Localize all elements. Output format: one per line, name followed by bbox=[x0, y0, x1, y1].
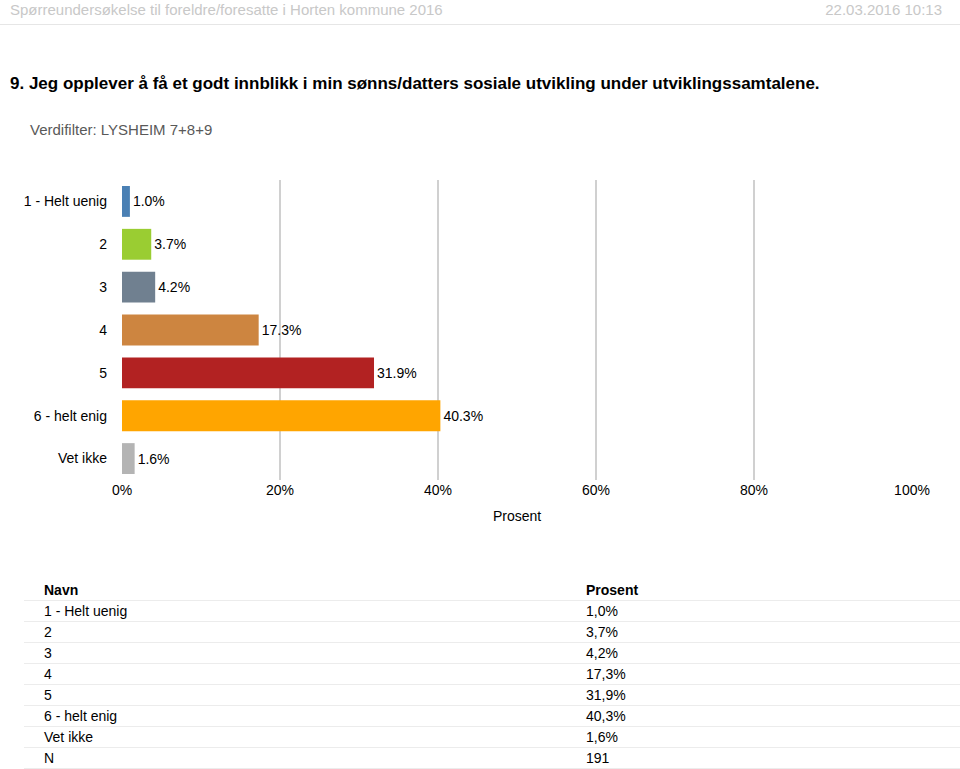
svg-text:17.3%: 17.3% bbox=[262, 322, 302, 338]
html-text:4,2%: 4,2% bbox=[586, 645, 618, 661]
html-text:N: N bbox=[44, 750, 55, 766]
html-text:Navn: Navn bbox=[44, 582, 79, 598]
svg-text:0%: 0% bbox=[112, 482, 132, 498]
svg-text:1.6%: 1.6% bbox=[138, 451, 170, 467]
html-text:1,6%: 1,6% bbox=[586, 729, 618, 745]
svg-text:80%: 80% bbox=[740, 482, 768, 498]
svg-text:40.3%: 40.3% bbox=[443, 408, 483, 424]
svg-text:40%: 40% bbox=[424, 482, 452, 498]
html-text:6 - helt enig: 6 - helt enig bbox=[44, 708, 118, 724]
svg-text:4.2%: 4.2% bbox=[158, 279, 190, 295]
html-text:1,0%: 1,0% bbox=[586, 603, 618, 619]
html-text:17,3%: 17,3% bbox=[586, 666, 626, 682]
html-text:3,7%: 3,7% bbox=[586, 624, 618, 640]
svg-text:1.0%: 1.0% bbox=[133, 193, 165, 209]
svg-text:100%: 100% bbox=[894, 482, 930, 498]
svg-text:1 - Helt uenig: 1 - Helt uenig bbox=[24, 193, 107, 209]
html-text:22.03.2016 10:13: 22.03.2016 10:13 bbox=[825, 1, 942, 18]
html-text:Spørreundersøkelse til foreldr: Spørreundersøkelse til foreldre/foresatt… bbox=[10, 1, 443, 18]
html-text:2: 2 bbox=[44, 624, 52, 640]
svg-text:Prosent: Prosent bbox=[493, 508, 541, 524]
svg-text:31.9%: 31.9% bbox=[377, 365, 417, 381]
html-text:5: 5 bbox=[44, 687, 52, 703]
html-text:Prosent: Prosent bbox=[586, 582, 639, 598]
html-text:1 - Helt uenig: 1 - Helt uenig bbox=[44, 603, 128, 619]
svg-text:5: 5 bbox=[99, 365, 107, 381]
svg-text:3.7%: 3.7% bbox=[154, 236, 186, 252]
svg-text:3: 3 bbox=[99, 279, 107, 295]
html-text:4: 4 bbox=[44, 666, 52, 682]
html-text:Verdifilter: LYSHEIM 7+8+9: Verdifilter: LYSHEIM 7+8+9 bbox=[30, 121, 213, 138]
svg-text:6 - helt enig: 6 - helt enig bbox=[34, 408, 107, 424]
html-text:31,9%: 31,9% bbox=[586, 687, 626, 703]
html-text:40,3%: 40,3% bbox=[586, 708, 626, 724]
svg-text:20%: 20% bbox=[266, 482, 294, 498]
html-text:9. Jeg opplever å få et godt i: 9. Jeg opplever å få et godt innblikk i … bbox=[10, 74, 820, 93]
svg-text:60%: 60% bbox=[582, 482, 610, 498]
svg-text:4: 4 bbox=[99, 322, 107, 338]
html-text:191: 191 bbox=[586, 750, 610, 766]
svg-text:2: 2 bbox=[99, 236, 107, 252]
html-text:3: 3 bbox=[44, 645, 52, 661]
html-text:Vet ikke: Vet ikke bbox=[44, 729, 93, 745]
svg-text:Vet ikke: Vet ikke bbox=[58, 450, 107, 466]
